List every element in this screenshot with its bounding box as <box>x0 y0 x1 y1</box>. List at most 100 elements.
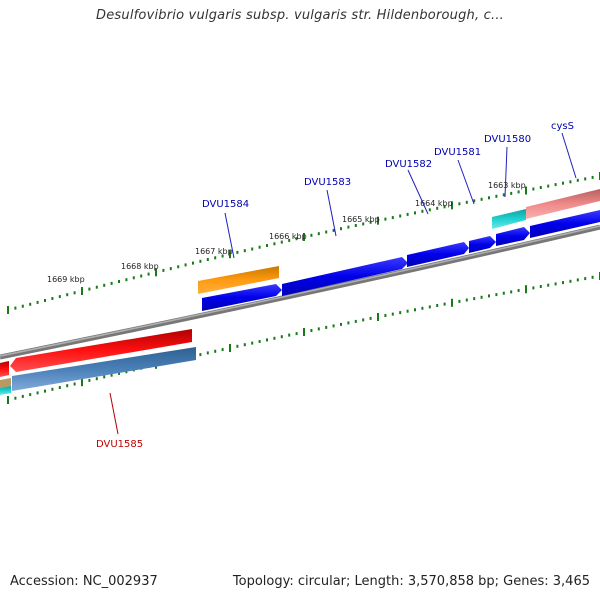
outer-tick-minor <box>473 199 476 203</box>
inner-tick-minor <box>495 293 498 297</box>
outer-tick-minor <box>465 200 468 204</box>
inner-tick-minor <box>14 396 17 400</box>
inner-tick-minor <box>532 286 535 290</box>
outer-tick-minor <box>21 304 24 308</box>
gene-label-dvu1585[interactable]: DVU1585 <box>96 439 143 450</box>
inner-tick-minor <box>118 371 120 375</box>
tick-label-1664: 1664 kbp <box>415 199 453 208</box>
accession-text: Accession: NC_002937 <box>10 574 158 589</box>
inner-tick-minor <box>266 338 268 342</box>
inner-tick-minor <box>517 289 520 292</box>
feature-left-tan[interactable] <box>0 378 11 388</box>
outer-tick-minor <box>199 259 202 263</box>
inner-tick-minor <box>206 351 209 355</box>
outer-tick-minor <box>384 217 387 221</box>
outer-tick-minor <box>332 228 335 232</box>
gene-label-dvu1582[interactable]: DVU1582 <box>385 159 432 170</box>
gene-dvu1585[interactable] <box>10 329 192 372</box>
feature-left-red[interactable] <box>0 361 9 377</box>
inner-tick-minor <box>488 294 490 298</box>
inner-tick-minor <box>539 285 542 288</box>
gene-dvu1581[interactable] <box>469 236 496 253</box>
backbone-highlight <box>0 225 600 357</box>
inner-tick-minor <box>29 393 32 397</box>
feature-cyss[interactable] <box>526 189 600 219</box>
inner-tick-minor <box>391 312 394 316</box>
outer-tick-minor <box>184 263 187 267</box>
inner-tick-minor <box>58 386 61 389</box>
inner-tick-minor <box>369 316 372 320</box>
gene-label-dvu1584[interactable]: DVU1584 <box>202 199 249 210</box>
map-title: Desulfovibrio vulgaris subsp. vulgaris s… <box>96 8 504 23</box>
gene-dvu1583[interactable] <box>282 257 408 296</box>
inner-tick-minor <box>51 387 54 391</box>
inner-tick-minor <box>458 299 461 303</box>
inner-tick-minor <box>480 295 483 299</box>
outer-tick-minor <box>221 254 224 258</box>
outer-tick-minor <box>169 267 172 271</box>
gene-dvu1584-cds[interactable] <box>202 284 282 311</box>
feature-left-cyan[interactable] <box>0 386 11 395</box>
outer-tick-minor <box>502 193 505 197</box>
inner-tick-minor <box>421 306 424 310</box>
tick-label-1665: 1665 kbp <box>342 215 380 224</box>
inner-tick-minor <box>547 283 550 287</box>
gene-label-dvu1580[interactable]: DVU1580 <box>484 134 531 145</box>
inner-tick-minor <box>103 375 106 379</box>
inner-tick-minor <box>340 322 342 326</box>
outer-tick-minor <box>266 244 268 247</box>
inner-tick-minor <box>414 308 416 312</box>
outer-tick-minor <box>458 202 461 206</box>
tick-label-1663: 1663 kbp <box>488 181 526 190</box>
inner-tick-minor <box>465 298 468 302</box>
outer-tick-minor <box>206 258 209 261</box>
outer-tick-minor <box>406 212 409 216</box>
inner-tick-minor <box>576 278 579 282</box>
inner-tick-minor <box>354 319 357 323</box>
outer-tick-minor <box>436 206 439 210</box>
outer-tick-minor <box>562 181 564 185</box>
gene-dvu1582[interactable] <box>407 242 469 267</box>
outer-tick-minor <box>488 196 490 200</box>
inner-tick-minor <box>199 353 202 357</box>
outer-tick-minor <box>443 205 446 209</box>
outer-tick-minor <box>414 211 416 215</box>
inner-tick-major <box>7 396 9 404</box>
inner-tick-minor <box>243 343 246 347</box>
inner-tick-major <box>451 298 453 307</box>
inner-tick-minor <box>384 314 387 317</box>
outer-tick-minor <box>391 216 394 220</box>
outer-tick-minor <box>569 180 572 184</box>
inner-tick-minor <box>214 349 217 353</box>
outer-tick-minor <box>125 278 128 282</box>
outer-tick-minor <box>273 242 276 246</box>
gene-label-dvu1583[interactable]: DVU1583 <box>304 177 351 188</box>
inner-tick-minor <box>502 291 505 295</box>
inner-tick-major <box>229 344 231 352</box>
outer-tick-minor <box>547 184 550 188</box>
gene-dvu1580[interactable] <box>496 227 530 246</box>
outer-tick-minor <box>58 295 61 299</box>
gene-label-dvu1581[interactable]: DVU1581 <box>434 147 481 158</box>
outer-tick-major <box>229 250 231 259</box>
outer-tick-minor <box>36 300 39 304</box>
gene-dvu1584[interactable] <box>198 266 279 294</box>
outer-tick-minor <box>95 285 98 289</box>
genome-stats-text: Topology: circular; Length: 3,570,858 bp… <box>232 574 590 589</box>
outer-tick-minor <box>192 261 194 265</box>
outer-tick-minor <box>66 293 69 297</box>
dvu1585-leader <box>109 392 119 435</box>
feature-cyan[interactable] <box>492 209 526 229</box>
outer-tick-minor <box>369 220 372 224</box>
inner-tick-minor <box>73 382 76 386</box>
gene-label-cyss[interactable]: cysS <box>551 121 574 132</box>
gene-cyss[interactable] <box>530 210 600 238</box>
inner-tick-minor <box>325 325 328 329</box>
outer-tick-minor <box>103 283 106 287</box>
inner-tick-major <box>525 285 527 294</box>
feature-steelblue[interactable] <box>12 347 196 391</box>
outer-tick-minor <box>14 306 17 310</box>
outer-tick-minor <box>362 222 365 226</box>
outer-tick-minor <box>532 187 535 191</box>
